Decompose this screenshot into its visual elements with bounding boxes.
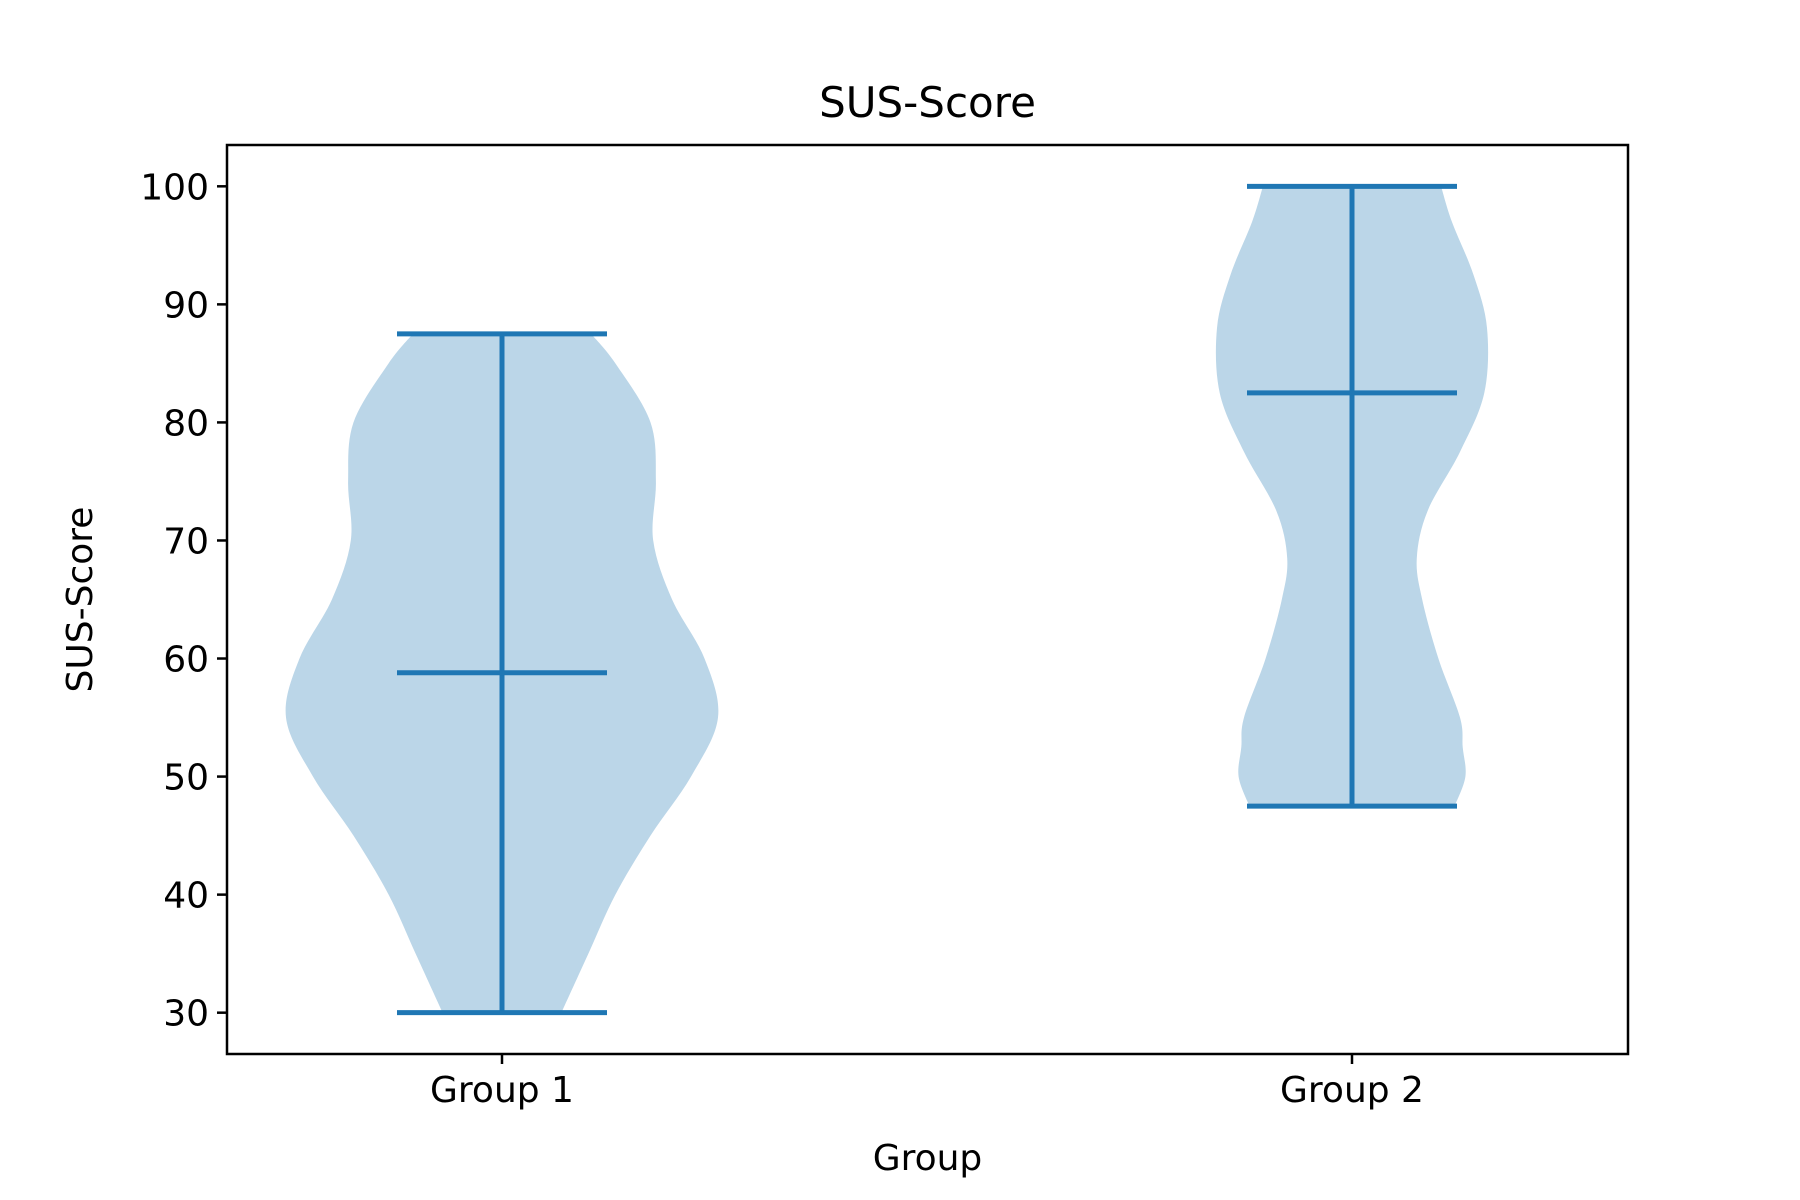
x-tick-label: Group 2 <box>1280 1070 1424 1111</box>
y-axis-label: SUS-Score <box>60 507 101 693</box>
y-tick-label: 30 <box>163 994 209 1035</box>
y-tick-label: 60 <box>163 640 209 681</box>
y-tick-label: 80 <box>163 403 209 444</box>
y-tick-label: 70 <box>163 521 209 562</box>
y-tick-label: 50 <box>163 758 209 799</box>
plot-frame <box>225 143 1630 1056</box>
y-tick-label: 100 <box>140 167 209 208</box>
violin-group-1 <box>285 331 719 1016</box>
chart-title: SUS-Score <box>819 78 1036 127</box>
x-axis: Group 1 Group 2 <box>430 1054 1424 1111</box>
x-tick-label: Group 1 <box>430 1070 574 1111</box>
violin-layer <box>285 183 1489 1016</box>
violin-group-2 <box>1215 183 1489 809</box>
y-tick-label: 90 <box>163 285 209 326</box>
y-axis: 30 40 50 60 70 80 90 100 <box>140 167 227 1035</box>
y-tick-label: 40 <box>163 876 209 917</box>
x-axis-label: Group <box>873 1138 983 1179</box>
